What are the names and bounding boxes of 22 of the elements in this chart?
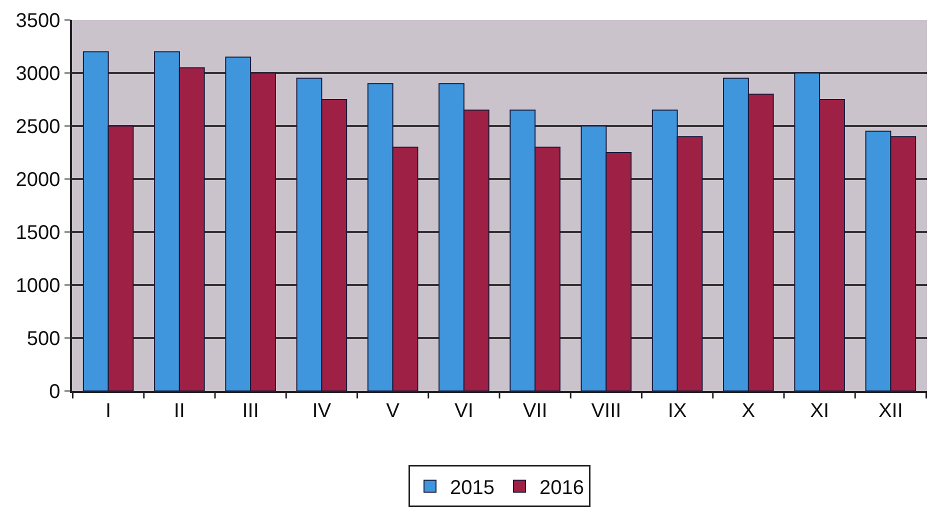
x-tick-label: III bbox=[242, 400, 259, 422]
y-tick-label: 0 bbox=[49, 381, 60, 403]
y-tick-label: 500 bbox=[26, 328, 60, 350]
x-tick-label: VI bbox=[454, 400, 474, 422]
x-tick-label: IV bbox=[312, 400, 332, 422]
x-tick-label: VIII bbox=[591, 400, 622, 422]
legend-label: 2016 bbox=[540, 477, 584, 499]
x-tick-label: II bbox=[174, 400, 186, 422]
legend-label: 2015 bbox=[450, 477, 494, 499]
y-tick-label: 3000 bbox=[16, 63, 60, 85]
y-tick-label: 2000 bbox=[16, 169, 60, 191]
y-tick-label: 3500 bbox=[16, 10, 60, 32]
x-tick-label: XI bbox=[810, 400, 830, 422]
x-tick-label: X bbox=[742, 400, 756, 422]
y-tick-label: 1500 bbox=[16, 222, 60, 244]
x-tick-label: XII bbox=[878, 400, 903, 422]
y-tick-label: 1000 bbox=[16, 275, 60, 297]
x-tick-label: VII bbox=[522, 400, 548, 422]
y-tick-label: 2500 bbox=[16, 116, 60, 138]
x-tick-label: V bbox=[386, 400, 400, 422]
x-tick-label: I bbox=[106, 400, 112, 422]
x-tick-label: IX bbox=[668, 400, 687, 422]
